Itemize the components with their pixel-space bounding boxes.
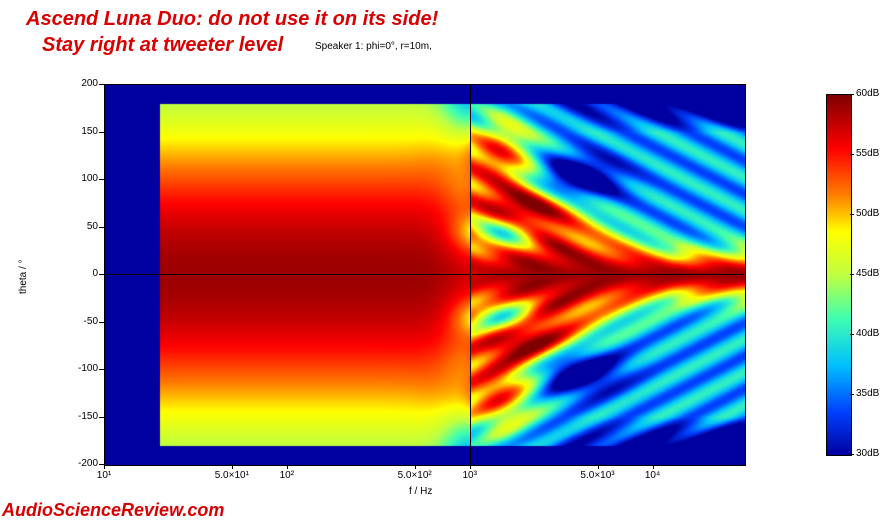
x-tick: 5.0×10³: [578, 470, 618, 481]
crosshair-vertical: [470, 84, 471, 464]
y-tick: -100: [78, 363, 98, 374]
x-tick: 10³: [450, 470, 490, 481]
y-tick: 50: [87, 221, 98, 232]
y-tick: -150: [78, 411, 98, 422]
y-tick: 150: [81, 126, 98, 137]
colorbar-tick: 50dB: [856, 208, 879, 219]
colorbar: [826, 94, 852, 456]
subtitle: Speaker 1: phi=0°, r=10m,: [315, 41, 432, 52]
crosshair-horizontal: [104, 274, 744, 275]
y-tick: 200: [81, 78, 98, 89]
title-line-1: Ascend Luna Duo: do not use it on its si…: [26, 8, 438, 31]
x-axis-label: f / Hz: [409, 486, 432, 497]
x-tick: 5.0×10²: [395, 470, 435, 481]
colorbar-tick: 40dB: [856, 328, 879, 339]
y-tick: 100: [81, 173, 98, 184]
y-tick: -50: [84, 316, 98, 327]
x-tick: 10²: [267, 470, 307, 481]
x-tick: 5.0×10¹: [212, 470, 252, 481]
colorbar-tick: 30dB: [856, 448, 879, 459]
colorbar-tick: 45dB: [856, 268, 879, 279]
y-tick: 0: [92, 268, 98, 279]
directivity-heatmap: [104, 84, 746, 466]
y-tick: -200: [78, 458, 98, 469]
colorbar-tick: 60dB: [856, 88, 879, 99]
x-tick: 10¹: [84, 470, 124, 481]
colorbar-tick: 55dB: [856, 148, 879, 159]
title-line-2: Stay right at tweeter level: [42, 34, 283, 57]
footer-watermark: AudioScienceReview.com: [2, 500, 224, 521]
page-root: Ascend Luna Duo: do not use it on its si…: [0, 0, 890, 522]
y-axis-label: theta / °: [18, 259, 29, 294]
colorbar-tick: 35dB: [856, 388, 879, 399]
x-tick: 10⁴: [633, 470, 673, 481]
